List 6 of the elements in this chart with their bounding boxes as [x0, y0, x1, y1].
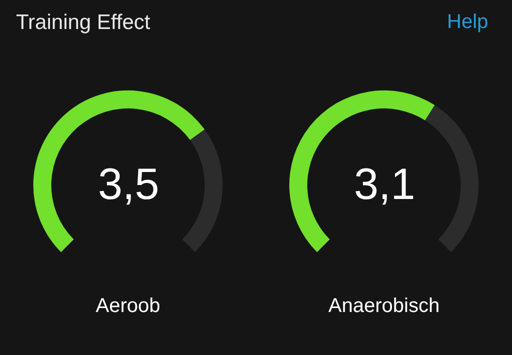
text: Anaerobisch: [328, 295, 440, 317]
text: Aeroob: [96, 295, 160, 317]
text: Help: [447, 11, 488, 33]
text: Training Effect: [16, 11, 150, 34]
data-label: 3,1: [354, 160, 416, 209]
data-label: 3,5: [98, 160, 160, 209]
